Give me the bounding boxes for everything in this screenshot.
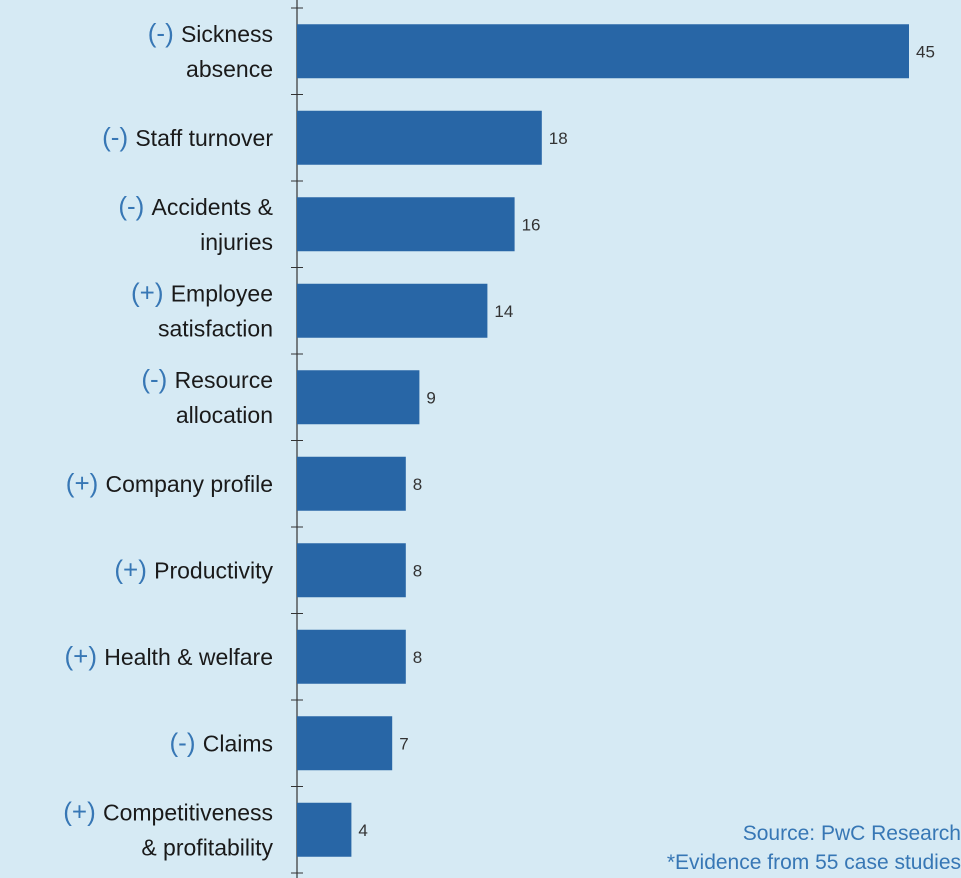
bar [297, 24, 909, 79]
bar [297, 456, 406, 511]
data-label: 8 [413, 561, 422, 580]
category-label: (+) Health & welfare [65, 641, 273, 671]
category-label: (-) Accidents & injuries [118, 191, 273, 255]
category-label: (+) Company profile [66, 468, 273, 498]
category-label: (-) Staff turnover [102, 122, 273, 152]
bar [297, 370, 420, 425]
bar [297, 110, 542, 165]
data-label: 16 [522, 215, 541, 234]
data-label: 14 [494, 302, 513, 321]
bar [297, 716, 393, 771]
category-label: (-) Claims [170, 727, 273, 757]
data-label: 8 [413, 648, 422, 667]
bar [297, 802, 352, 857]
data-label: 45 [916, 42, 935, 61]
data-label: 7 [399, 734, 408, 753]
category-label: (+) Productivity [114, 554, 273, 584]
data-label: 18 [549, 129, 568, 148]
data-label: 8 [413, 475, 422, 494]
evidence-note: *Evidence from 55 case studies [666, 851, 961, 874]
bar [297, 629, 406, 684]
data-label: 4 [358, 821, 367, 840]
category-label: (-) Sickness absence [148, 18, 273, 82]
source-note: Source: PwC Research [742, 822, 961, 845]
category-label: (-) Resource allocation [141, 364, 273, 428]
category-label: (+) Competitiveness & profitability [63, 796, 273, 860]
bar [297, 283, 488, 338]
category-label: (+) Employee satisfaction [131, 277, 273, 341]
data-label: 9 [426, 388, 435, 407]
bar [297, 543, 406, 598]
bar [297, 197, 515, 252]
